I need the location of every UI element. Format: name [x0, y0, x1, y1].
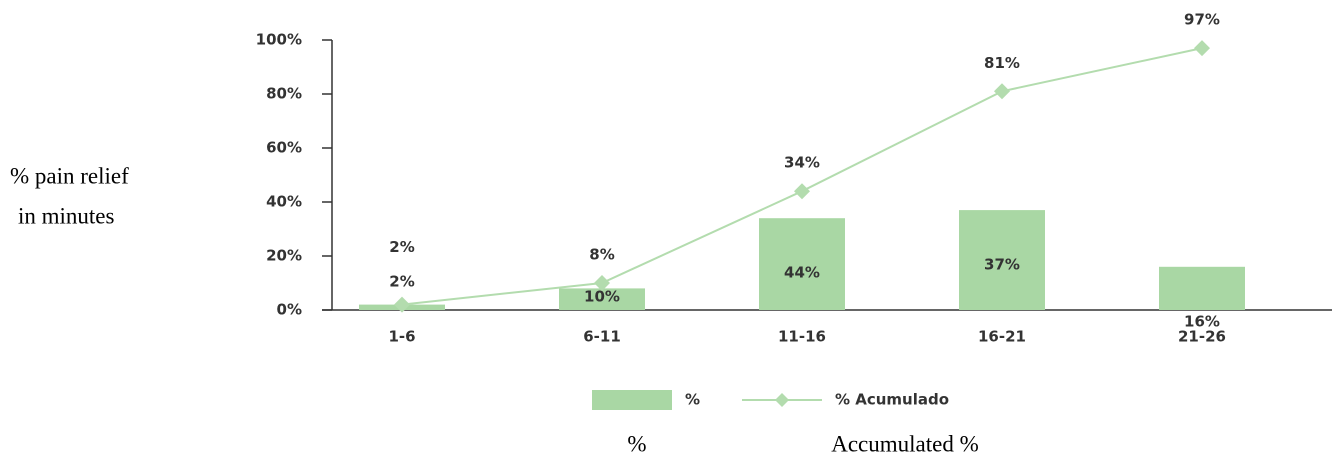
annotation: % [627, 431, 646, 456]
line-marker [594, 275, 610, 291]
line-label: 81% [984, 54, 1020, 72]
bar-label: 2% [389, 273, 414, 291]
x-tick-label: 21-26 [1178, 328, 1226, 346]
line-marker [994, 83, 1010, 100]
bar [559, 288, 645, 310]
y-axis-label: % pain relief [10, 163, 129, 188]
legend-label: % Acumulado [835, 391, 949, 409]
bar-label: 44% [784, 264, 820, 282]
y-tick-label: 80% [266, 85, 302, 103]
line-label: 34% [784, 154, 820, 172]
line-label: 97% [1184, 11, 1220, 29]
legend-label: % [685, 391, 700, 409]
bar [759, 218, 845, 310]
y-axis-label: in minutes [18, 203, 115, 228]
y-tick-label: 60% [266, 139, 302, 157]
bar-label: 10% [584, 288, 620, 306]
bar [1159, 266, 1245, 310]
line-marker [794, 183, 810, 200]
x-tick-label: 16-21 [978, 328, 1026, 346]
y-tick-label: 100% [256, 31, 302, 49]
bar [959, 210, 1045, 310]
legend-swatch [775, 393, 789, 407]
line-marker [1194, 40, 1210, 57]
y-tick-label: 20% [266, 247, 302, 265]
bar-label: 16% [1184, 312, 1220, 330]
line-marker [394, 296, 410, 313]
x-tick-label: 1-6 [388, 328, 415, 346]
line-label: 8% [589, 246, 614, 264]
line-label: 2% [389, 238, 414, 256]
y-tick-label: 0% [277, 301, 302, 319]
x-tick-label: 11-16 [778, 328, 826, 346]
legend-swatch [592, 390, 672, 410]
bar-label: 37% [984, 256, 1020, 274]
y-tick-label: 40% [266, 193, 302, 211]
x-tick-label: 6-11 [583, 328, 621, 346]
annotation: Accumulated % [831, 431, 979, 456]
